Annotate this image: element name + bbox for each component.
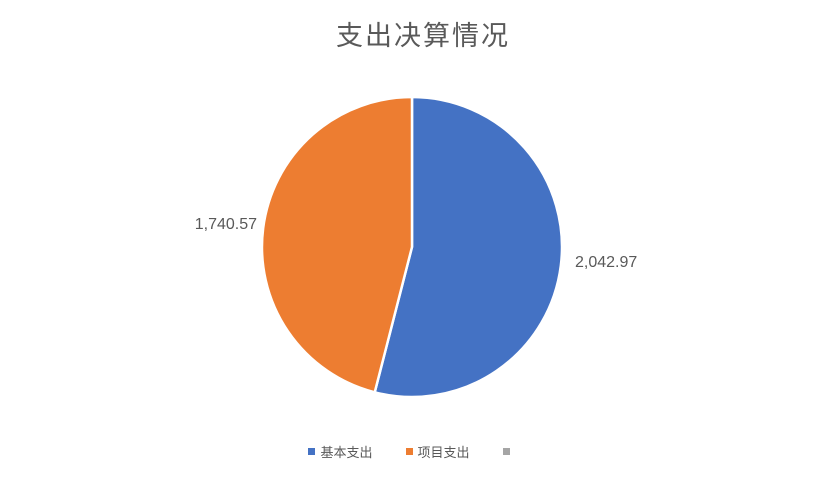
pie-slice-0[interactable] — [373, 95, 564, 399]
legend-item-0[interactable]: 基本支出 — [308, 442, 373, 461]
pie-chart[interactable] — [259, 94, 565, 400]
chart-title: 支出决算情况 — [336, 21, 510, 51]
data-label-project-expenditure: 1,740.57 — [194, 216, 257, 233]
pie-slice-1[interactable] — [260, 95, 414, 394]
legend: 基本支出 项目支出 — [0, 442, 818, 461]
legend-item-1[interactable]: 项目支出 — [405, 442, 470, 461]
legend-marker-icon — [502, 448, 510, 455]
data-label-basic-expenditure: 2,042.97 — [575, 254, 638, 271]
legend-marker-icon — [405, 448, 413, 455]
legend-item-label: 基本支出 — [320, 445, 373, 460]
legend-marker-icon — [308, 448, 316, 455]
legend-item-2[interactable] — [502, 448, 510, 455]
legend-item-label: 项目支出 — [417, 445, 470, 460]
